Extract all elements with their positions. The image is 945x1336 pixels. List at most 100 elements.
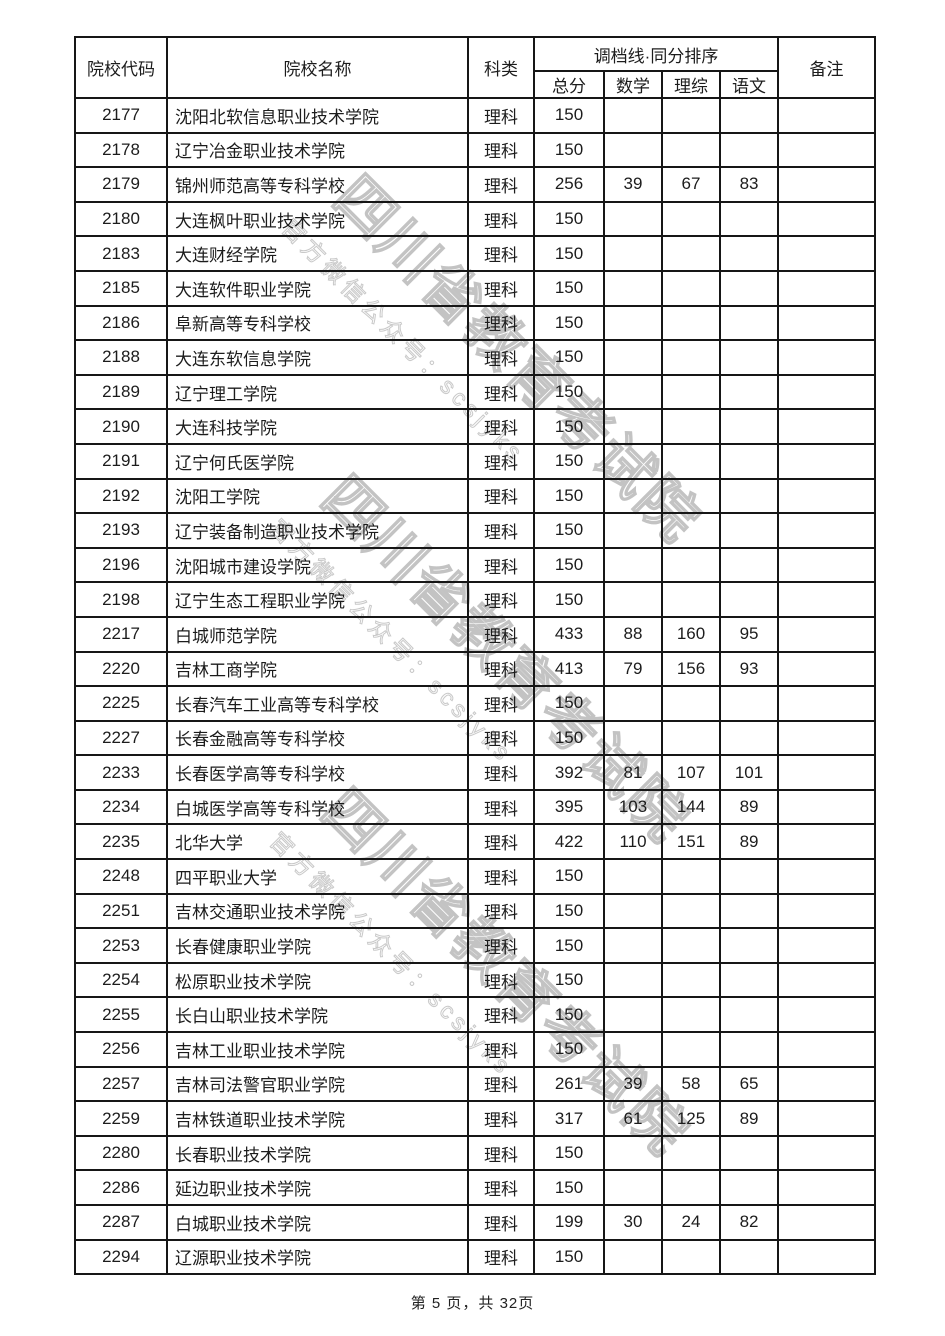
cell-math-score <box>603 269 663 307</box>
cell-science-score: 144 <box>661 788 721 826</box>
cell-college-name: 吉林工商学院 <box>166 650 469 688</box>
cell-college-code: 2192 <box>74 477 168 515</box>
cell-remark <box>777 512 877 549</box>
cell-college-name: 长春医学高等专科学校 <box>166 754 469 791</box>
cell-college-name: 吉林工业职业技术学院 <box>166 1031 469 1068</box>
cell-category: 理科 <box>467 927 535 964</box>
header-math-score: 数学 <box>603 70 663 99</box>
cell-chinese-score: 65 <box>718 1065 780 1103</box>
cell-college-code: 2251 <box>74 892 168 930</box>
cell-total-score: 150 <box>533 546 605 584</box>
cell-college-name: 辽源职业技术学院 <box>166 1238 469 1276</box>
cell-college-code: 2287 <box>74 1204 168 1241</box>
cell-total-score: 150 <box>533 408 605 445</box>
cell-math-score <box>603 304 663 342</box>
table-row: 2294 辽源职业技术学院 理科 150 <box>74 1238 877 1276</box>
cell-category: 理科 <box>467 685 535 722</box>
cell-remark <box>777 823 877 861</box>
cell-category: 理科 <box>467 1100 535 1137</box>
cell-total-score: 150 <box>533 1134 605 1172</box>
cell-chinese-score <box>718 996 780 1034</box>
cell-math-score: 103 <box>603 788 663 826</box>
cell-chinese-score: 93 <box>718 650 780 688</box>
cell-chinese-score <box>718 269 780 307</box>
cell-science-score <box>661 685 721 722</box>
cell-total-score: 261 <box>533 1065 605 1103</box>
cell-remark <box>777 339 877 376</box>
cell-college-name: 松原职业技术学院 <box>166 961 469 999</box>
cell-remark <box>777 1134 877 1172</box>
cell-college-name: 吉林司法警官职业学院 <box>166 1065 469 1103</box>
cell-category: 理科 <box>467 373 535 411</box>
cell-chinese-score <box>718 1031 780 1068</box>
cell-math-score <box>603 1238 663 1276</box>
cell-category: 理科 <box>467 200 535 238</box>
cell-science-score <box>661 235 721 272</box>
cell-remark <box>777 581 877 618</box>
cell-college-code: 2179 <box>74 166 168 203</box>
cell-remark <box>777 961 877 999</box>
cell-math-score <box>603 685 663 722</box>
cell-science-score <box>661 512 721 549</box>
cell-math-score: 39 <box>603 166 663 203</box>
cell-category: 理科 <box>467 442 535 480</box>
header-total-score: 总分 <box>533 70 605 99</box>
cell-total-score: 150 <box>533 339 605 376</box>
cell-category: 理科 <box>467 754 535 791</box>
cell-college-name: 长春汽车工业高等专科学校 <box>166 685 469 722</box>
cell-total-score: 256 <box>533 166 605 203</box>
header-score-group: 调档线·同分排序 <box>532 36 780 72</box>
cell-category: 理科 <box>467 996 535 1034</box>
header-college-name: 院校名称 <box>166 36 469 99</box>
table-row: 2220 吉林工商学院 理科 413 79 156 93 <box>74 650 877 688</box>
table-row: 2178 辽宁冶金职业技术学院 理科 150 <box>74 131 877 169</box>
admission-score-table: 院校代码 院校名称 科类 调档线·同分排序 备注 总分 数学 理综 语文 217… <box>74 36 877 1276</box>
cell-total-score: 150 <box>533 685 605 722</box>
cell-category: 理科 <box>467 892 535 930</box>
cell-science-score: 151 <box>661 823 721 861</box>
cell-college-code: 2191 <box>74 442 168 480</box>
cell-science-score <box>661 1134 721 1172</box>
cell-remark <box>777 200 877 238</box>
cell-remark <box>777 166 877 203</box>
table-body: 2177 沈阳北软信息职业技术学院 理科 150 2178 辽宁冶金职业技术学院 理科 150… <box>74 97 877 1276</box>
table-row: 2235 北华大学 理科 422 110 151 89 <box>74 823 877 861</box>
cell-remark <box>777 269 877 307</box>
cell-science-score <box>661 1031 721 1068</box>
cell-category: 理科 <box>467 858 535 895</box>
cell-chinese-score <box>718 304 780 342</box>
cell-remark <box>777 1204 877 1241</box>
cell-math-score <box>603 131 663 169</box>
cell-category: 理科 <box>467 408 535 445</box>
cell-chinese-score <box>718 512 780 549</box>
cell-total-score: 150 <box>533 442 605 480</box>
cell-total-score: 150 <box>533 1031 605 1068</box>
table-row: 2287 白城职业技术学院 理科 199 30 24 82 <box>74 1204 877 1241</box>
cell-math-score <box>603 235 663 272</box>
cell-chinese-score <box>718 373 780 411</box>
cell-math-score <box>603 546 663 584</box>
cell-college-code: 2253 <box>74 927 168 964</box>
cell-college-name: 白城职业技术学院 <box>166 1204 469 1241</box>
cell-chinese-score: 82 <box>718 1204 780 1241</box>
table-row: 2191 辽宁何氏医学院 理科 150 <box>74 442 877 480</box>
cell-category: 理科 <box>467 1031 535 1068</box>
cell-science-score <box>661 442 721 480</box>
table-row: 2286 延边职业技术学院 理科 150 <box>74 1169 877 1206</box>
cell-chinese-score <box>718 961 780 999</box>
cell-total-score: 395 <box>533 788 605 826</box>
cell-math-score: 61 <box>603 1100 663 1137</box>
cell-college-code: 2254 <box>74 961 168 999</box>
cell-remark <box>777 858 877 895</box>
cell-category: 理科 <box>467 269 535 307</box>
table-row: 2192 沈阳工学院 理科 150 <box>74 477 877 515</box>
cell-college-code: 2189 <box>74 373 168 411</box>
cell-college-code: 2233 <box>74 754 168 791</box>
table-row: 2234 白城医学高等专科学校 理科 395 103 144 89 <box>74 788 877 826</box>
table-row: 2259 吉林铁道职业技术学院 理科 317 61 125 89 <box>74 1100 877 1137</box>
cell-remark <box>777 408 877 445</box>
cell-total-score: 150 <box>533 477 605 515</box>
cell-total-score: 150 <box>533 97 605 134</box>
cell-category: 理科 <box>467 1169 535 1206</box>
cell-science-score <box>661 269 721 307</box>
